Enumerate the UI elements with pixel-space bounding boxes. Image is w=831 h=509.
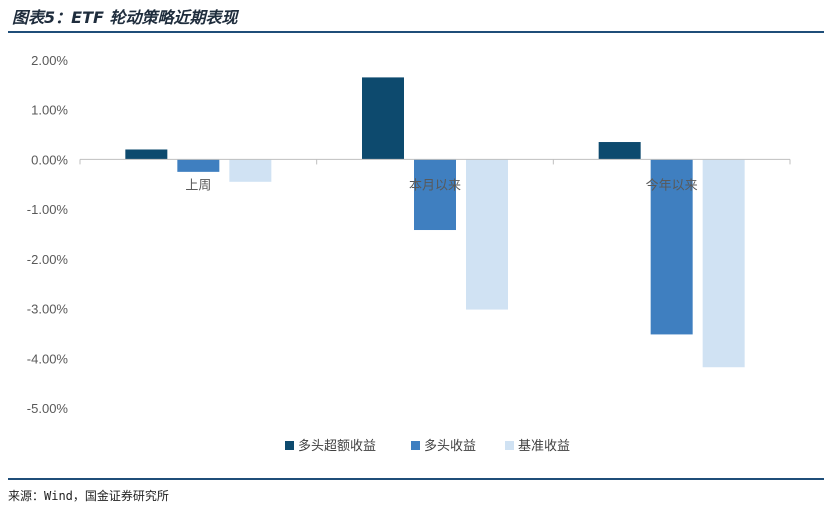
y-axis-tick-labels: 2.00% 1.00% 0.00% -1.00% -2.00% -3.00% -4.00% -…: [27, 53, 69, 416]
bar: [414, 159, 456, 231]
y-tick-label: -3.00%: [27, 302, 69, 317]
figure-title: 图表5：ETF 轮动策略近期表现: [12, 8, 238, 27]
legend-swatch: [285, 441, 294, 450]
bar: [650, 159, 693, 335]
y-tick-label: -1.00%: [27, 202, 69, 217]
legend-label: 基准收益: [518, 439, 570, 454]
bar: [125, 149, 168, 160]
y-tick-label: 1.00%: [31, 103, 68, 118]
category-label: 上周: [185, 178, 211, 193]
x-axis-ticks: [79, 159, 791, 165]
title-rule: [8, 31, 824, 33]
y-tick-label: -2.00%: [27, 252, 69, 267]
category-label: 本月以来: [409, 178, 461, 193]
source-rule: [8, 478, 824, 480]
y-tick-label: -5.00%: [27, 401, 69, 416]
bar: [229, 159, 272, 182]
y-tick-label: 2.00%: [31, 53, 68, 68]
bar: [177, 159, 220, 172]
y-tick-label: 0.00%: [31, 152, 68, 167]
bar: [466, 159, 508, 310]
bars: [125, 77, 745, 368]
legend-label: 多头超额收益: [298, 438, 376, 454]
category-label: 今年以来: [646, 177, 698, 193]
source-note: 来源：Wind，国金证券研究所: [8, 489, 169, 503]
bar: [702, 159, 745, 368]
legend-swatch: [505, 441, 514, 450]
legend: 多头超额收益 多头收益 基准收益: [285, 438, 570, 454]
y-tick-label: -4.00%: [27, 351, 69, 366]
bar: [362, 77, 404, 160]
legend-swatch: [411, 441, 420, 450]
bar: [598, 142, 641, 160]
category-labels: 上周 本月以来 今年以来: [185, 177, 697, 193]
legend-label: 多头收益: [424, 438, 476, 454]
